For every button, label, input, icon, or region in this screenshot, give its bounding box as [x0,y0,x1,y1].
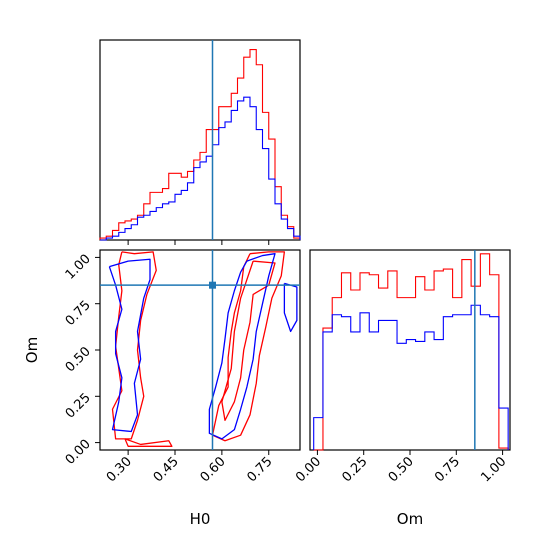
om-axis-ticks: 0.00 0.25 0.50 0.75 1.00 [63,252,100,468]
h0-histogram-series [99,48,301,241]
h0-xtick-label: 0.30 [104,454,135,485]
contour-line-0-2 [211,251,286,442]
histogram-step-series-1 [313,304,509,450]
h0-xtick-label: 0.60 [198,454,229,485]
contour-line-0-1 [124,438,173,447]
contour-series [108,251,298,447]
h0-histogram-panel [99,39,301,245]
om-histogram-xtick-label: 0.50 [386,454,417,485]
om-histogram-xtick-label: 0.75 [432,454,463,485]
y-axis-label-om: Om [23,337,41,363]
x-axis-label-om: Om [397,510,423,528]
h0-axis-ticks: 0.30 0.45 0.60 0.75 [104,450,276,485]
om-histogram-panel: 0.00 0.25 0.50 0.75 1.00 [293,249,511,485]
h0-xtick-label: 0.75 [244,454,275,485]
om-ytick-label: 0.25 [63,391,94,422]
om-histogram-xtick-label: 0.25 [339,454,370,485]
contour-line-1-0 [108,258,151,433]
histogram-step-series-1 [100,96,301,241]
contour-line-1-1 [208,253,276,440]
h0-histogram-ticks [127,240,270,245]
om-ytick-label: 0.00 [63,437,94,468]
om-histogram-series [313,253,509,451]
histogram-step-series-0 [99,48,301,240]
om-histogram-xtick-label: 1.00 [478,454,509,485]
om-ytick-label: 0.50 [63,344,94,375]
om-ytick-label: 0.75 [63,298,94,329]
histogram-step-series-0 [313,253,509,451]
x-axis-label-h0: H0 [190,510,211,528]
h0-histogram-frame [99,39,301,241]
h0-xtick-label: 0.45 [151,454,182,485]
truth-point-marker [209,281,216,289]
h0-om-contour-panel: 0.30 0.45 0.60 0.75 0.00 0.25 0.50 0.75 1.00 [63,249,301,485]
contour-line-1-2 [283,282,298,333]
om-histogram-xtick-label: 0.00 [293,454,324,485]
om-ytick-label: 1.00 [63,252,94,283]
om-histogram-ticks: 0.00 0.25 0.50 0.75 1.00 [293,450,509,485]
